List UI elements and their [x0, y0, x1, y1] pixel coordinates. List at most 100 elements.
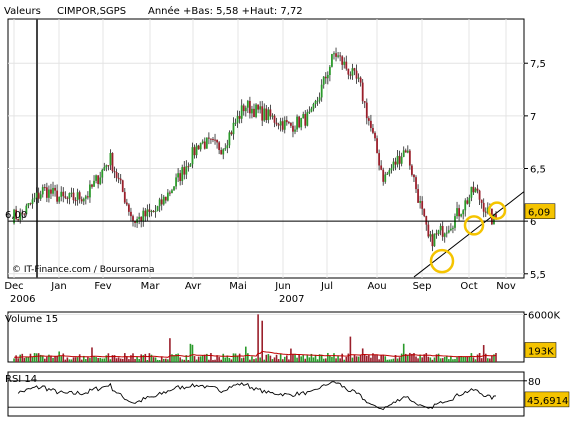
candle-body: [398, 155, 401, 164]
candle-body: [452, 227, 454, 229]
volume-bar: [454, 358, 456, 362]
candle-body: [283, 120, 286, 130]
candle-body: [285, 120, 288, 123]
x-tick-label: Jan: [50, 281, 66, 292]
candle-body: [411, 165, 413, 175]
volume-bar: [29, 353, 32, 362]
volume-bar: [31, 357, 34, 362]
volume-bar: [203, 354, 206, 362]
candle-body: [60, 191, 63, 197]
volume-title: Volume 15: [5, 314, 58, 325]
volume-bar: [48, 354, 50, 362]
candle-body: [78, 192, 81, 200]
price-y-tick-label: 7: [530, 112, 536, 123]
volume-bar: [148, 353, 151, 362]
candle-body: [433, 233, 436, 247]
last-price-box: [524, 203, 556, 219]
candle-body: [230, 132, 233, 135]
volume-bar: [99, 357, 101, 362]
volume-bar: [64, 359, 67, 362]
volume-bar: [212, 359, 214, 362]
candle-body: [242, 105, 245, 112]
candle-body: [19, 212, 22, 221]
candle-body: [101, 169, 104, 178]
candle-body: [460, 214, 463, 217]
candle-body: [382, 169, 385, 182]
volume-bar: [177, 353, 179, 362]
candle-body: [427, 224, 430, 237]
candle-body: [183, 167, 186, 175]
volume-bar: [281, 359, 284, 362]
candle-body: [380, 165, 383, 170]
candle-body: [197, 145, 200, 150]
volume-bar: [78, 354, 81, 362]
volume-bar: [156, 359, 159, 362]
candle-body: [105, 165, 108, 168]
candle-body: [435, 233, 438, 235]
volume-bar: [17, 358, 19, 362]
volume-bar: [261, 320, 264, 362]
candle-body: [103, 167, 106, 170]
volume-bar: [232, 353, 235, 362]
volume-last-label: 193K: [528, 346, 554, 357]
volume-bars: [13, 314, 497, 362]
candle-body: [251, 108, 253, 114]
volume-bar: [267, 354, 270, 362]
candle-body: [27, 203, 30, 206]
volume-bar: [312, 357, 315, 362]
candle-body: [246, 100, 249, 108]
candle-body: [322, 76, 325, 85]
volume-bar: [296, 357, 298, 362]
candle-body: [121, 180, 124, 192]
volume-bar: [470, 353, 473, 362]
candle-body: [58, 196, 61, 202]
candle-body: [316, 100, 319, 102]
price-panel: 5,5 6 6,5 7 7,5 6,09 6,00 © IT-Finance.com /…: [5, 18, 556, 281]
volume-bar: [472, 357, 475, 362]
candle-body: [468, 197, 471, 204]
price-y-ticks: 5,5 6 6,5 7 7,5: [524, 59, 546, 281]
candle-body: [179, 173, 182, 182]
candle-body: [259, 106, 262, 110]
volume-bar: [271, 359, 274, 362]
volume-bar: [456, 357, 458, 362]
candle-body: [13, 209, 15, 224]
rsi-title: RSI 14: [5, 374, 37, 385]
x-tick-label: Nov: [496, 281, 516, 292]
volume-bar: [288, 359, 290, 362]
x-tick-label: Dec: [4, 281, 23, 292]
volume-bar: [216, 355, 218, 362]
volume-bar: [269, 355, 272, 362]
candle-body: [300, 118, 303, 128]
volume-bar: [407, 354, 409, 362]
candle-body: [408, 150, 411, 166]
candle-body: [234, 122, 237, 124]
rsi-panel-frame: [7, 371, 525, 417]
candle-body: [324, 76, 327, 79]
volume-bar: [333, 353, 335, 362]
volume-bar: [195, 359, 198, 362]
candle-body: [279, 121, 282, 126]
volume-bar: [386, 359, 389, 362]
x-tick-label: Fev: [94, 281, 111, 292]
volume-bar: [357, 356, 360, 362]
candle-body: [474, 188, 477, 193]
volume-bar: [298, 354, 300, 362]
volume-bar: [189, 343, 192, 362]
candle-body: [218, 142, 221, 151]
volume-bar: [482, 345, 485, 362]
volume-bar: [320, 354, 323, 362]
volume-bar: [491, 355, 493, 362]
candle-body: [367, 118, 370, 121]
candle-body: [390, 168, 393, 171]
candle-body: [257, 104, 260, 110]
x-tick-label: Jun: [274, 281, 291, 292]
volume-bar: [417, 358, 419, 362]
last-price-label: 6,09: [528, 208, 550, 219]
volume-bar: [351, 357, 354, 362]
candle-body: [302, 114, 305, 119]
candle-body: [134, 220, 136, 223]
candle-body: [372, 127, 374, 133]
volume-bar: [15, 355, 17, 362]
